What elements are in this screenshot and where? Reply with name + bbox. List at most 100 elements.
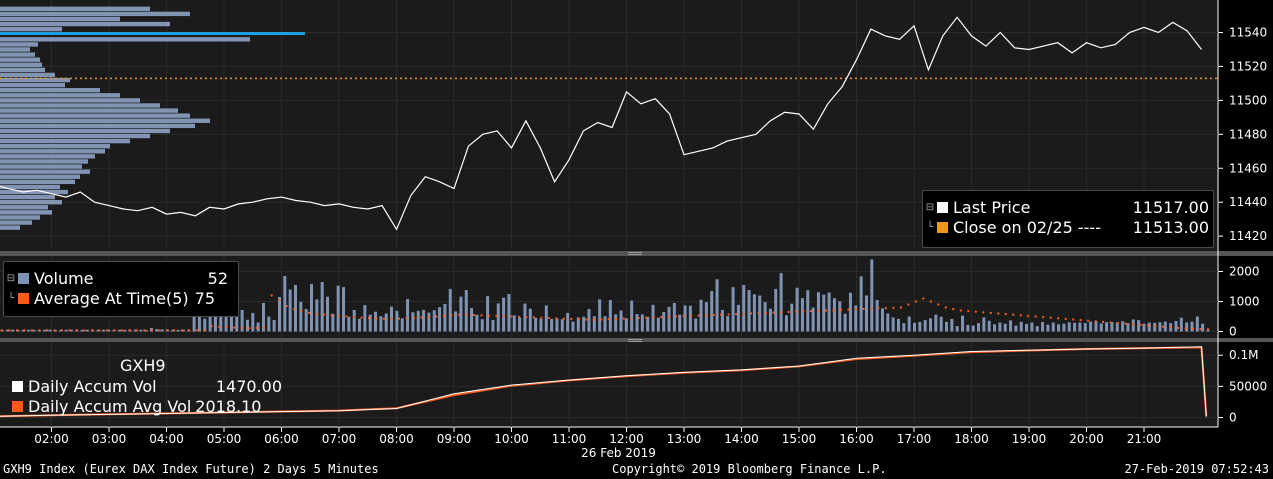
volume-bar xyxy=(1083,323,1087,332)
average-dot xyxy=(135,329,138,332)
volume-bar xyxy=(139,329,143,332)
volume-bar xyxy=(806,290,810,332)
volume-bar xyxy=(603,316,607,332)
volume-bar xyxy=(358,318,362,332)
volume-bar xyxy=(1035,326,1039,332)
volume-bar xyxy=(117,329,121,332)
x-tick-label: 15:00 xyxy=(782,432,817,446)
legend-row-accum-vol[interactable]: Daily Accum Vol 1470.00 xyxy=(12,376,282,396)
average-dot xyxy=(203,329,206,332)
volume-bar xyxy=(422,309,426,332)
legend-row-last-price[interactable]: ⊟ Last Price 11517.00 xyxy=(923,197,1213,217)
average-dot xyxy=(652,316,655,319)
profile-bar xyxy=(0,154,95,159)
y-axes: 11420 11440 11460 11480 11500 11520 11540 0 1000… xyxy=(1218,26,1267,425)
volume-bar xyxy=(838,301,842,332)
volume-bar xyxy=(950,318,954,332)
volume-bar xyxy=(966,324,970,332)
y-tick-label: 11460 xyxy=(1229,161,1267,175)
volume-bar xyxy=(144,329,148,332)
average-dot xyxy=(465,313,468,316)
volume-bar xyxy=(240,309,244,332)
volume-bar xyxy=(224,317,228,332)
accum-vol-label: Daily Accum Vol xyxy=(28,376,157,396)
volume-bar xyxy=(1110,321,1114,332)
volume-bar xyxy=(779,273,783,332)
volume-bar xyxy=(107,329,111,332)
legend-row-average[interactable]: └ Average At Time(5) 75 xyxy=(4,288,238,308)
volume-bar xyxy=(400,318,404,332)
average-dot xyxy=(375,317,378,320)
volume-bar xyxy=(1158,322,1162,332)
volume-bar xyxy=(816,292,820,332)
average-dot xyxy=(795,310,798,313)
volume-bar xyxy=(213,315,217,332)
average-dot xyxy=(585,318,588,321)
volume-bar xyxy=(640,314,644,332)
average-dot xyxy=(1064,317,1067,320)
average-dot xyxy=(809,310,812,313)
average-dot xyxy=(637,317,640,319)
volume-bar xyxy=(304,309,308,332)
volume-bar xyxy=(1030,322,1034,332)
volume-bar xyxy=(496,303,500,332)
volume-bar xyxy=(208,305,212,332)
average-dot xyxy=(1139,323,1142,326)
profile-bar xyxy=(0,47,30,52)
tree-collapse-icon[interactable]: ⊟ xyxy=(925,201,935,213)
average-dot xyxy=(113,329,116,332)
average-dot xyxy=(1057,317,1060,320)
divider-handle-bottom-icon[interactable] xyxy=(628,339,642,340)
volume-bar xyxy=(21,329,25,332)
divider-handle-top-icon-2[interactable] xyxy=(628,254,642,255)
volume-bar xyxy=(326,296,330,332)
divider-handle-top-icon[interactable] xyxy=(628,252,642,253)
average-dot xyxy=(1147,324,1150,327)
volume-bar xyxy=(971,325,975,332)
y-tick-label: 0.1M xyxy=(1229,348,1258,362)
y-tick-label: 50000 xyxy=(1229,379,1267,393)
volume-bar xyxy=(1025,324,1029,332)
volume-bar xyxy=(438,307,442,332)
volume-bar xyxy=(886,313,890,332)
average-dot xyxy=(547,317,550,319)
divider-handle-bottom-icon-2[interactable] xyxy=(628,341,642,342)
volume-bar xyxy=(987,320,991,332)
legend-row-accum-avg[interactable]: Daily Accum Avg Vol 2018.10 xyxy=(12,396,282,416)
volume-bar xyxy=(272,320,276,332)
accum-plot xyxy=(0,346,1208,418)
average-dot xyxy=(240,326,243,329)
volume-bar xyxy=(683,305,687,332)
volume-bar xyxy=(544,305,548,332)
legend-row-volume[interactable]: ⊟ Volume 52 xyxy=(4,268,238,288)
volume-bar xyxy=(1078,322,1082,332)
tree-collapse-icon[interactable]: ⊟ xyxy=(6,272,16,284)
volume-bar xyxy=(592,316,596,332)
volume-bar xyxy=(293,285,297,332)
volume-bar xyxy=(795,287,799,332)
legend-row-close[interactable]: └ Close on 02/25 ---- 11513.00 xyxy=(923,217,1213,237)
average-dot xyxy=(255,326,258,329)
profile-bar xyxy=(0,184,60,190)
average-dot xyxy=(383,317,386,320)
panel-divider-top[interactable] xyxy=(0,251,1273,256)
volume-bar xyxy=(1121,321,1125,332)
volume-bar xyxy=(1014,325,1018,332)
x-tick-label: 06:00 xyxy=(264,432,299,446)
volume-label: Volume xyxy=(34,268,94,288)
average-dot xyxy=(270,294,273,297)
profile-poc-bar xyxy=(0,32,305,36)
volume-bar xyxy=(1185,322,1189,332)
volume-bar xyxy=(352,309,356,332)
x-tick-label: 05:00 xyxy=(207,432,242,446)
volume-bar xyxy=(379,316,383,332)
average-dot xyxy=(1027,314,1030,317)
average-dot xyxy=(510,315,513,318)
volume-bar xyxy=(229,313,233,332)
profile-bar xyxy=(0,144,110,149)
volume-bar xyxy=(32,329,36,332)
average-dot xyxy=(869,307,872,310)
average-dot xyxy=(502,315,505,318)
volume-bar xyxy=(1094,321,1098,332)
profile-bar xyxy=(0,72,55,78)
